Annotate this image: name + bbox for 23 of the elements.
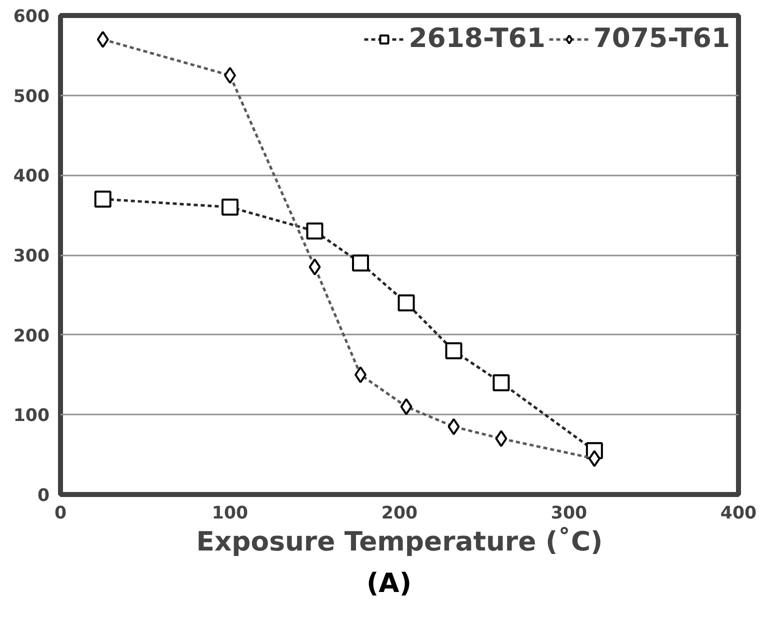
point: [352, 254, 370, 272]
x-tick-label: 200: [381, 504, 418, 524]
text: (A): [366, 567, 412, 601]
point: [94, 190, 112, 208]
point: [398, 294, 415, 312]
point: [222, 198, 238, 216]
point: [445, 342, 462, 360]
point: [492, 374, 510, 392]
point: [306, 222, 324, 240]
legend-label: 7075-T61: [593, 23, 730, 54]
y-tick-label: 400: [13, 166, 50, 187]
y-tick-label: 0: [37, 486, 50, 506]
y-tick-label: 100: [13, 406, 50, 426]
x-tick-label: 300: [550, 504, 588, 524]
legend-label: 2618-T61: [408, 23, 546, 54]
y-tick-label: 200: [13, 326, 50, 346]
y-tick-label: 600: [13, 7, 50, 27]
x-axis-title: Exposure Temperature (˚C): [196, 526, 603, 558]
x-tick-label: 400: [720, 504, 757, 524]
y-tick-label: 500: [13, 86, 50, 107]
x-tick-label: 0: [54, 504, 67, 524]
x-tick-label: 100: [212, 504, 248, 524]
y-tick-label: 300: [13, 246, 50, 266]
